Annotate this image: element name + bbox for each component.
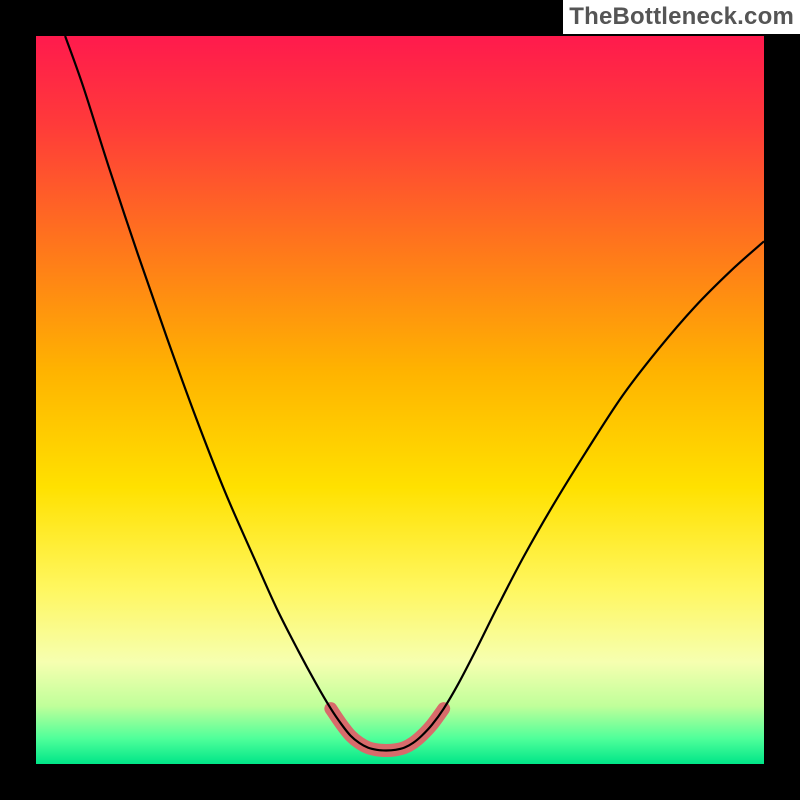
chart-container: TheBottleneck.com [0, 0, 800, 800]
gradient-background [36, 36, 764, 764]
bottleneck-chart [0, 0, 800, 800]
watermark-label: TheBottleneck.com [563, 0, 800, 34]
